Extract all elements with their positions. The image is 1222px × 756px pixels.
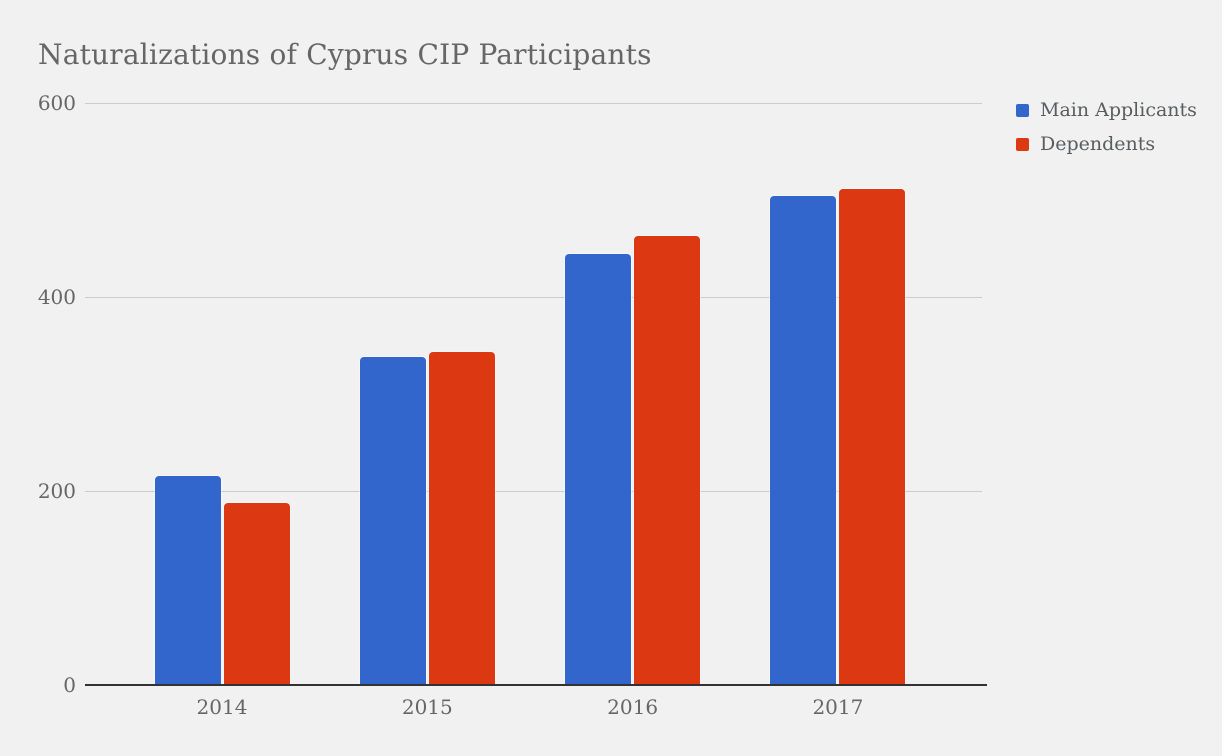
gridline-200 (85, 491, 982, 492)
bar-2014-main-applicants (154, 476, 221, 684)
y-axis: 0 200 400 600 (0, 92, 76, 696)
bar-2015-main-applicants (359, 357, 426, 684)
bar-2014-dependents (223, 502, 290, 684)
x-tick-label-2015: 2015 (401, 695, 453, 719)
bar-2016-dependents (634, 235, 701, 684)
bar-2017-dependents (839, 189, 906, 684)
legend-swatch-icon-dependents (1016, 137, 1029, 151)
x-tick-label-2014: 2014 (196, 695, 248, 719)
gridline-600 (85, 103, 982, 104)
plot-area (85, 103, 987, 686)
y-tick-label-400: 400 (37, 285, 76, 309)
legend-swatch-icon-main-applicants (1016, 103, 1029, 117)
y-tick-label-0: 0 (63, 673, 76, 697)
legend: Main Applicants Dependents (1016, 99, 1197, 155)
x-axis: 2014 2015 2016 2017 (85, 695, 982, 725)
gridline-400 (85, 297, 982, 298)
x-tick-label-2017: 2017 (812, 695, 864, 719)
x-axis-baseline (85, 684, 987, 686)
legend-item-main-applicants: Main Applicants (1016, 99, 1197, 121)
y-tick-label-200: 200 (37, 479, 76, 503)
bar-2015-dependents (428, 352, 495, 684)
x-tick-label-2016: 2016 (607, 695, 659, 719)
y-tick-label-600: 600 (37, 91, 76, 115)
chart-title: Naturalizations of Cyprus CIP Participan… (38, 38, 652, 71)
bar-2016-main-applicants (565, 254, 632, 684)
legend-label-main-applicants: Main Applicants (1040, 99, 1197, 121)
bar-2017-main-applicants (770, 196, 837, 684)
legend-label-dependents: Dependents (1040, 133, 1156, 155)
legend-item-dependents: Dependents (1016, 133, 1197, 155)
